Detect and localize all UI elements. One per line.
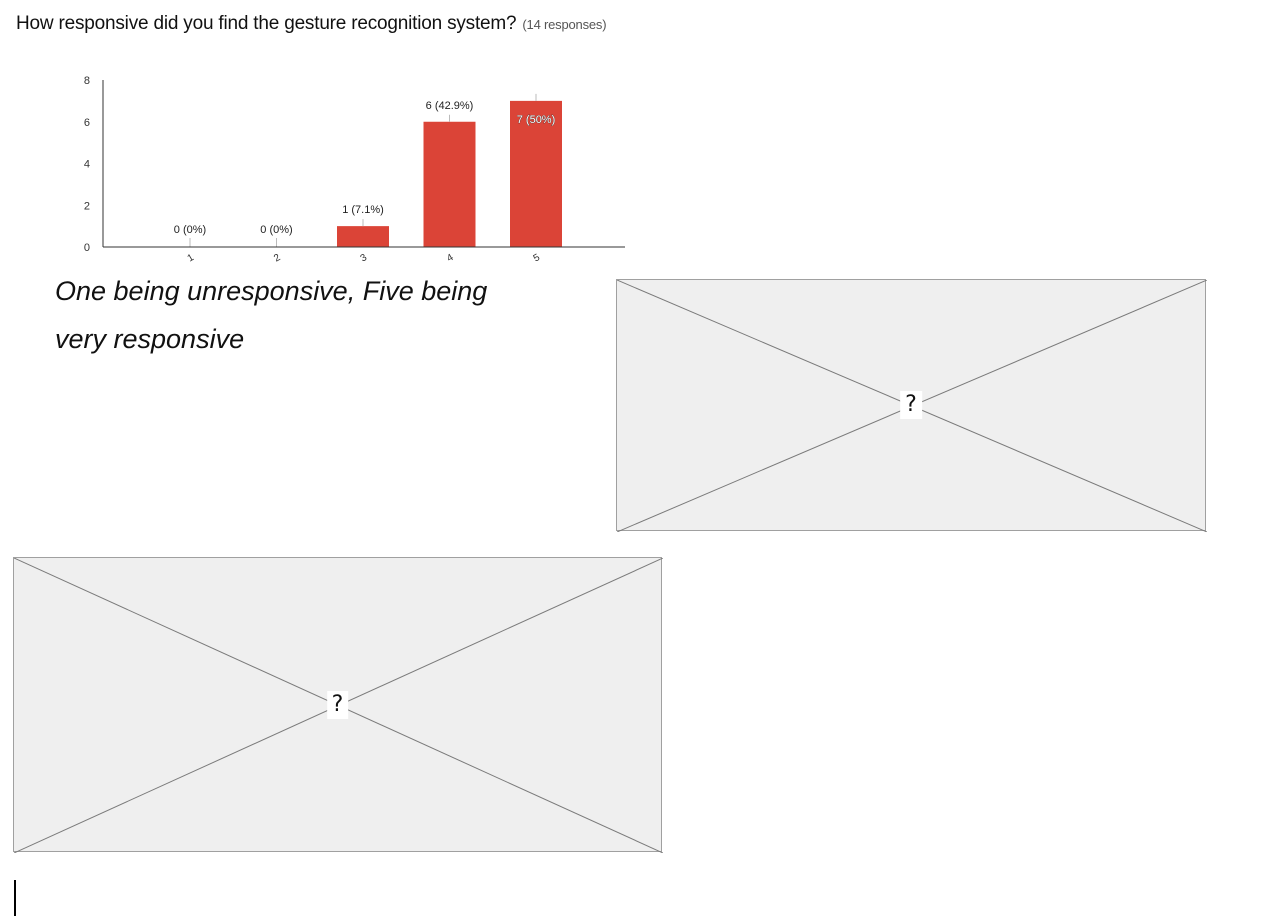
missing-image-placeholder-1: ? — [616, 279, 1207, 532]
bar-data-label: 6 (42.9%) — [426, 100, 474, 112]
bar — [337, 226, 389, 247]
y-tick-label: 8 — [84, 75, 90, 87]
response-count: (14 responses) — [522, 17, 607, 32]
bar-data-label: 7 (50%) — [517, 114, 556, 126]
bar-data-label: 0 (0%) — [174, 224, 206, 236]
bar — [510, 100, 562, 247]
x-tick-label: 5 — [532, 252, 543, 265]
missing-image-placeholder-2: ? — [13, 557, 663, 853]
y-tick-label: 2 — [84, 200, 90, 212]
bar-data-label: 1 (7.1%) — [342, 204, 384, 216]
question-mark-icon: ? — [900, 391, 922, 419]
y-tick-label: 4 — [84, 159, 90, 171]
question-text: How responsive did you find the gesture … — [16, 13, 517, 34]
x-tick-label: 1 — [186, 252, 197, 265]
x-tick-label: 3 — [359, 252, 370, 265]
responses-bar-chart: 0 2 4 6 8 0 (0%) 1 0 (0%) 2 1 (7.1%) 3 6 (42.9%) 4 7 … — [84, 75, 625, 265]
y-tick-label: 6 — [84, 117, 90, 129]
question-mark-icon: ? — [326, 690, 349, 719]
bar-data-label: 0 (0%) — [260, 224, 292, 236]
text-cursor — [14, 880, 16, 916]
question-title: How responsive did you find the gesture … — [16, 13, 607, 35]
x-tick-label: 2 — [272, 252, 283, 265]
y-tick-label: 0 — [84, 242, 90, 254]
x-tick-label: 4 — [445, 252, 456, 265]
bar — [423, 121, 476, 247]
scale-caption: One being unresponsive, Five being very … — [55, 276, 488, 354]
